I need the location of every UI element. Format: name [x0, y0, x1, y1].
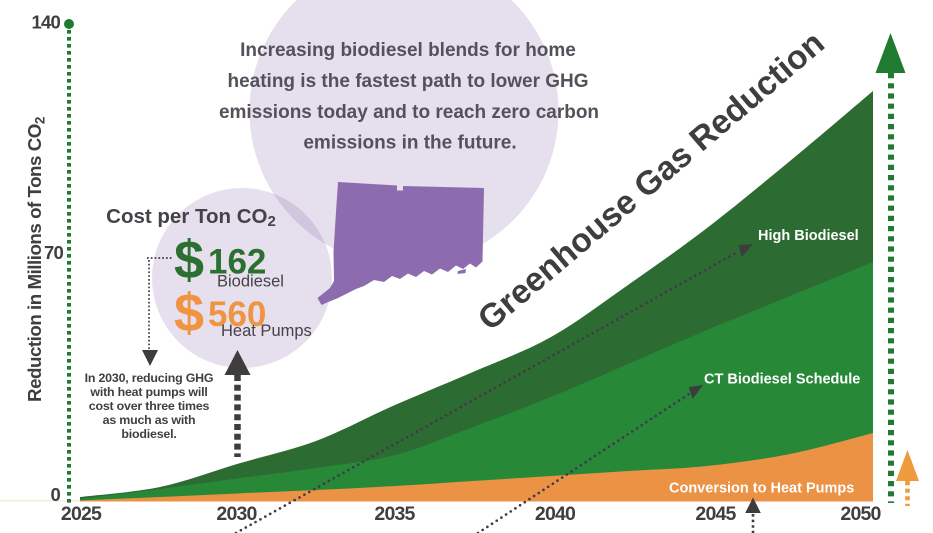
svg-text:emissions today and to reach z: emissions today and to reach zero carbon — [219, 102, 599, 123]
svg-text:2045: 2045 — [695, 503, 736, 525]
svg-text:0: 0 — [51, 484, 61, 505]
svg-text:Cost per Ton CO2: Cost per Ton CO2 — [106, 205, 276, 230]
svg-text:heating is the fastest path to: heating is the fastest path to lower GHG — [227, 71, 588, 92]
svg-text:2050: 2050 — [840, 503, 881, 525]
svg-text:2040: 2040 — [535, 503, 576, 525]
svg-text:with heat pumps will: with heat pumps will — [89, 385, 207, 399]
svg-text:Conversion to Heat Pumps: Conversion to Heat Pumps — [669, 481, 854, 497]
svg-text:560: 560 — [208, 295, 266, 334]
svg-text:$: $ — [174, 230, 204, 290]
svg-text:CT Biodiesel Schedule: CT Biodiesel Schedule — [704, 372, 860, 388]
svg-text:Biodiesel: Biodiesel — [217, 273, 284, 291]
svg-text:In 2030, reducing GHG: In 2030, reducing GHG — [85, 371, 214, 385]
svg-text:High Biodiesel: High Biodiesel — [758, 228, 859, 244]
svg-text:as much as with: as much as with — [103, 413, 196, 427]
svg-text:Reduction in Millions of Tons: Reduction in Millions of Tons CO2 — [24, 117, 48, 402]
svg-text:cost over three times: cost over three times — [89, 399, 210, 413]
svg-text:emissions in the future.: emissions in the future. — [303, 133, 516, 154]
svg-text:Heat Pumps: Heat Pumps — [221, 322, 312, 340]
svg-text:140: 140 — [32, 12, 61, 33]
svg-text:2025: 2025 — [61, 503, 102, 525]
svg-text:70: 70 — [44, 242, 63, 263]
svg-text:2035: 2035 — [374, 503, 415, 525]
svg-text:162: 162 — [208, 243, 266, 282]
svg-text:2030: 2030 — [216, 503, 257, 525]
svg-text:Increasing biodiesel blends fo: Increasing biodiesel blends for home — [240, 40, 576, 61]
svg-text:$: $ — [174, 283, 204, 343]
svg-text:biodiesel.: biodiesel. — [121, 427, 176, 441]
